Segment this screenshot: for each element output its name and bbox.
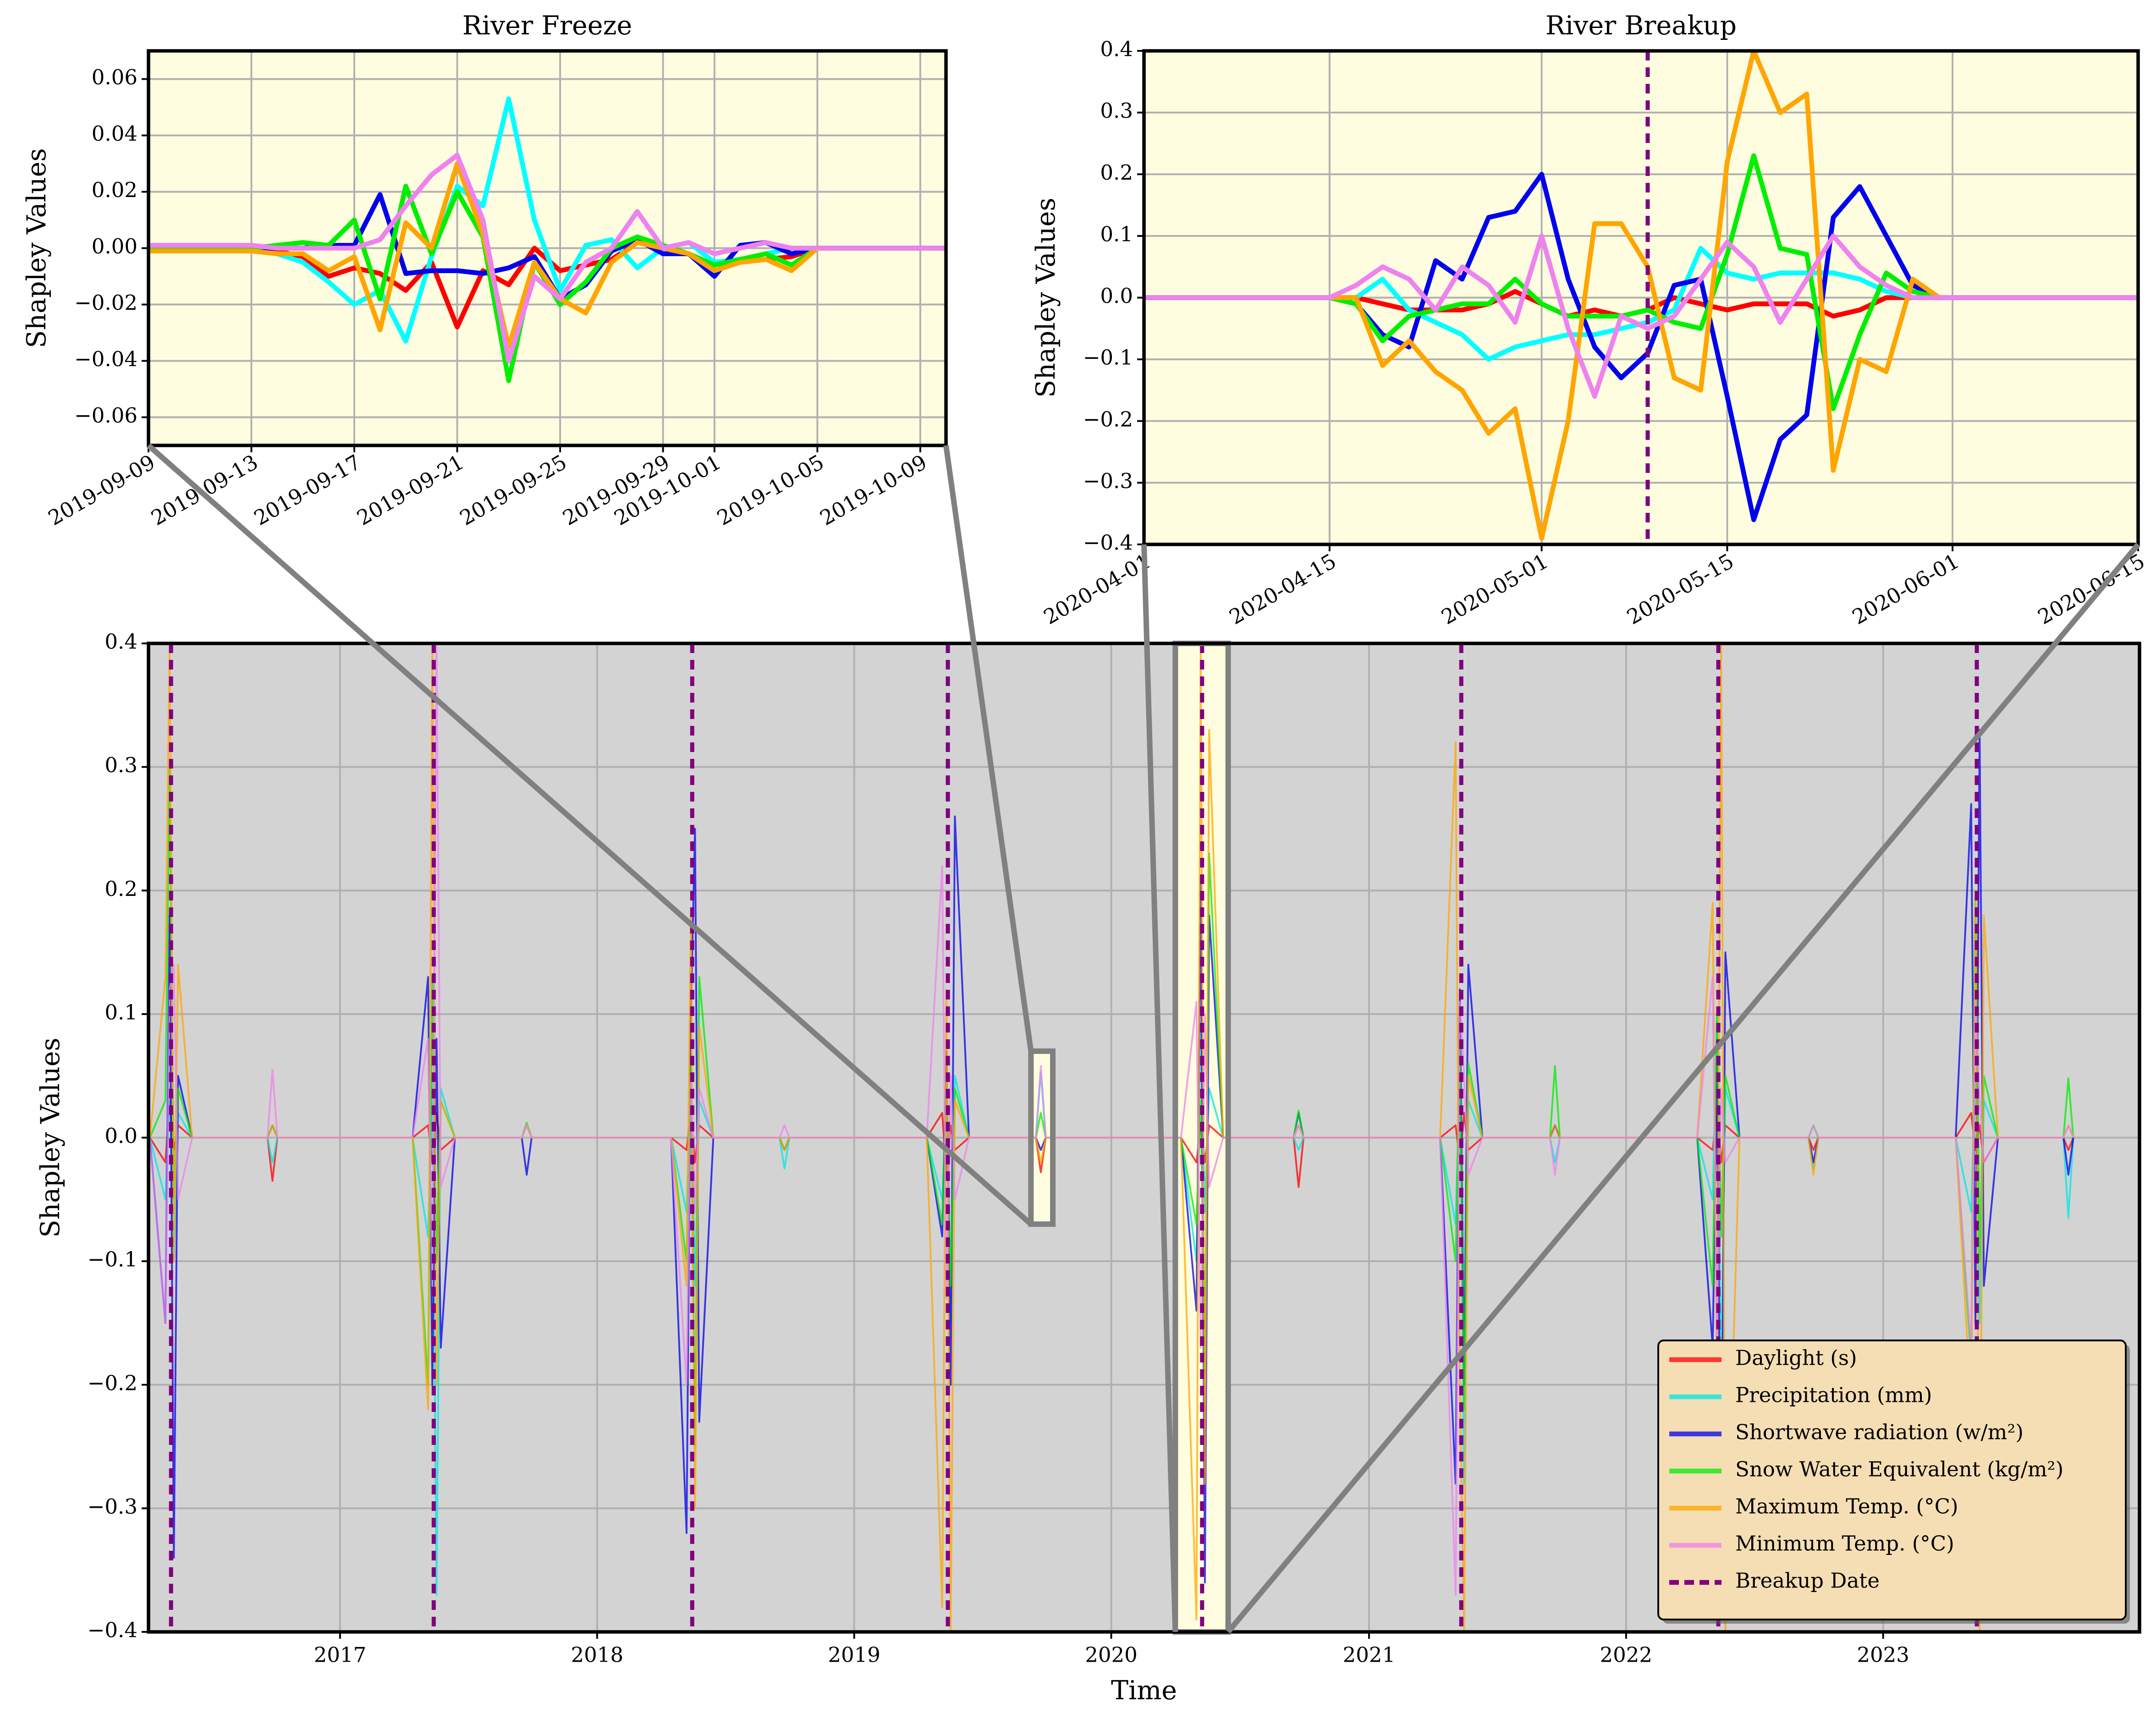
series-line	[149, 643, 2074, 1596]
chart-title: River Breakup	[1546, 11, 1737, 41]
series-line	[1144, 233, 2138, 399]
y-tick-label: −0.1	[88, 1247, 138, 1272]
x-tick-label: 2021	[1343, 1643, 1396, 1667]
y-tick-label: −0.2	[1083, 407, 1133, 431]
y-tick-label: 0.3	[104, 753, 138, 777]
y-tick-label: 0.0	[1100, 284, 1133, 308]
y-tick-label: −0.3	[1083, 469, 1133, 493]
y-tick-label: 0.2	[1100, 160, 1133, 185]
legend-label: Daylight (s)	[1735, 1346, 1857, 1370]
legend-label: Precipitation (mm)	[1735, 1383, 1932, 1407]
y-tick-label: −0.04	[74, 347, 138, 371]
y-tick-label: 0.06	[92, 65, 138, 89]
y-axis-label: Shapley Values	[1031, 198, 1061, 397]
x-tick-label: 2018	[571, 1643, 624, 1667]
x-tick-label: 2019-10-09	[816, 450, 931, 531]
plot-area	[148, 96, 946, 383]
y-tick-label: 0.0	[104, 1124, 138, 1148]
y-tick-label: 0.00	[92, 234, 138, 258]
x-tick-label: 2023	[1857, 1643, 1909, 1667]
x-tick-label: 2020-04-01	[1040, 549, 1155, 630]
zoom-connector	[1226, 543, 2140, 1634]
y-tick-label: 0.3	[1100, 99, 1133, 123]
y-tick-label: 0.4	[1100, 37, 1133, 61]
y-tick-label: 0.04	[92, 121, 138, 146]
plot-area	[149, 643, 2074, 1632]
x-tick-label: 2020	[1085, 1643, 1138, 1667]
y-tick-label: −0.2	[88, 1371, 138, 1395]
x-tick-label: 2019-09-21	[353, 450, 468, 531]
series-line	[148, 153, 946, 363]
legend-label: Snow Water Equivalent (kg/m²)	[1735, 1457, 2063, 1482]
y-tick-label: 0.02	[92, 178, 138, 202]
zoom-connector	[1141, 544, 1178, 1632]
x-tick-label: 2020-05-15	[1623, 549, 1738, 630]
zoom-region-frame	[1028, 1048, 1056, 1227]
series-line	[148, 161, 946, 349]
plot-frame	[147, 642, 2141, 1634]
x-tick-label: 2019-09-17	[250, 450, 365, 531]
y-tick-label: −0.3	[88, 1494, 138, 1519]
y-tick-label: −0.02	[74, 291, 138, 315]
x-tick-label: 2020-04-15	[1225, 549, 1340, 630]
x-tick-label: 2019-09-09	[44, 450, 159, 531]
plot-area	[1144, 51, 2138, 544]
y-tick-label: 0.1	[1100, 222, 1133, 246]
x-axis-label: Time	[1111, 1675, 1177, 1706]
x-tick-label: 2020-06-01	[1848, 549, 1963, 630]
legend-label: Maximum Temp. (°C)	[1735, 1494, 1958, 1519]
legend-label: Breakup Date	[1735, 1569, 1880, 1593]
y-axis-label: Shapley Values	[22, 148, 52, 348]
y-tick-label: 0.4	[104, 630, 138, 654]
zoom-connector	[943, 445, 1034, 1052]
series-line	[1144, 51, 2138, 541]
zoom-connector	[147, 443, 1033, 1226]
y-tick-label: −0.4	[88, 1618, 138, 1642]
x-tick-label: 2019-09-25	[456, 450, 571, 531]
x-tick-label: 2020-05-01	[1437, 549, 1552, 630]
legend	[1657, 1340, 2127, 1620]
series-line	[1144, 153, 2138, 412]
legend-label: Shortwave radiation (w/m²)	[1735, 1420, 2024, 1444]
x-tick-label: 2019-10-05	[713, 450, 828, 531]
y-tick-label: −0.06	[74, 403, 138, 428]
plot-frame	[147, 49, 948, 447]
y-axis-label: Shapley Values	[35, 1038, 66, 1237]
legend-label: Minimum Temp. (°C)	[1735, 1532, 1954, 1556]
series-line	[1144, 246, 2138, 362]
x-tick-label: 2020-06-15	[2034, 549, 2149, 630]
y-tick-label: 0.2	[104, 877, 138, 901]
plot-frame	[1142, 49, 2140, 546]
series-line	[1144, 172, 2138, 522]
x-tick-label: 2017	[314, 1643, 367, 1667]
x-tick-label: 2022	[1600, 1643, 1653, 1667]
chart-title: River Freeze	[462, 11, 632, 41]
y-tick-label: −0.1	[1083, 346, 1133, 370]
y-tick-label: −0.4	[1083, 531, 1133, 555]
y-tick-label: 0.1	[104, 1000, 138, 1024]
x-tick-label: 2019	[828, 1643, 880, 1667]
